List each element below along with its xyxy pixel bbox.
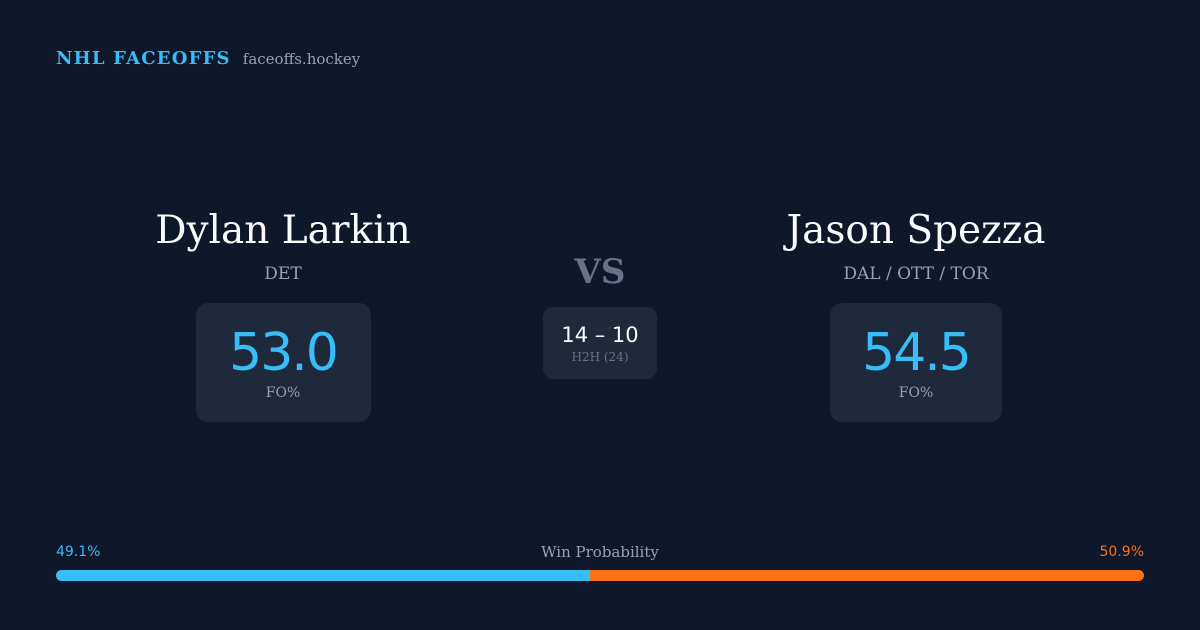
head-to-head-score: 14 – 10 (561, 323, 639, 347)
player-card-right: Jason Spezza DAL / OTT / TOR 54.5 FO% (716, 205, 1116, 422)
faceoff-percentage: 54.5 (862, 322, 972, 383)
versus-label: VS (574, 252, 626, 292)
faceoff-stat-label: FO% (898, 384, 934, 401)
faceoff-stat-box: 53.0 FO% (195, 303, 371, 422)
win-probability-left: 49.1% (56, 544, 101, 560)
win-probability-bar (56, 570, 1144, 581)
player-name: Dylan Larkin (155, 208, 411, 253)
brand-url[interactable]: faceoffs.hockey (242, 50, 361, 68)
head-to-head-box: 14 – 10 H2H (24) (543, 307, 657, 379)
player-team: DAL / OTT / TOR (843, 264, 989, 284)
brand-header: NHL FACEOFFS faceoffs.hockey (56, 48, 360, 69)
win-probability-title: Win Probability (541, 543, 659, 561)
head-to-head-label: H2H (24) (571, 350, 629, 364)
brand-name: NHL FACEOFFS (56, 48, 231, 69)
player-card-left: Dylan Larkin DET 53.0 FO% (83, 205, 483, 422)
player-team: DET (264, 264, 302, 284)
faceoff-stat-label: FO% (265, 384, 301, 401)
win-probability-labels: 49.1% Win Probability 50.9% (56, 543, 1144, 561)
player-name: Jason Spezza (786, 208, 1046, 253)
faceoff-percentage: 53.0 (229, 322, 339, 383)
win-probability-right: 50.9% (1099, 544, 1144, 560)
win-probability-fill-left (56, 570, 591, 581)
win-probability-fill-right (590, 570, 1144, 581)
faceoff-stat-box: 54.5 FO% (830, 303, 1002, 422)
